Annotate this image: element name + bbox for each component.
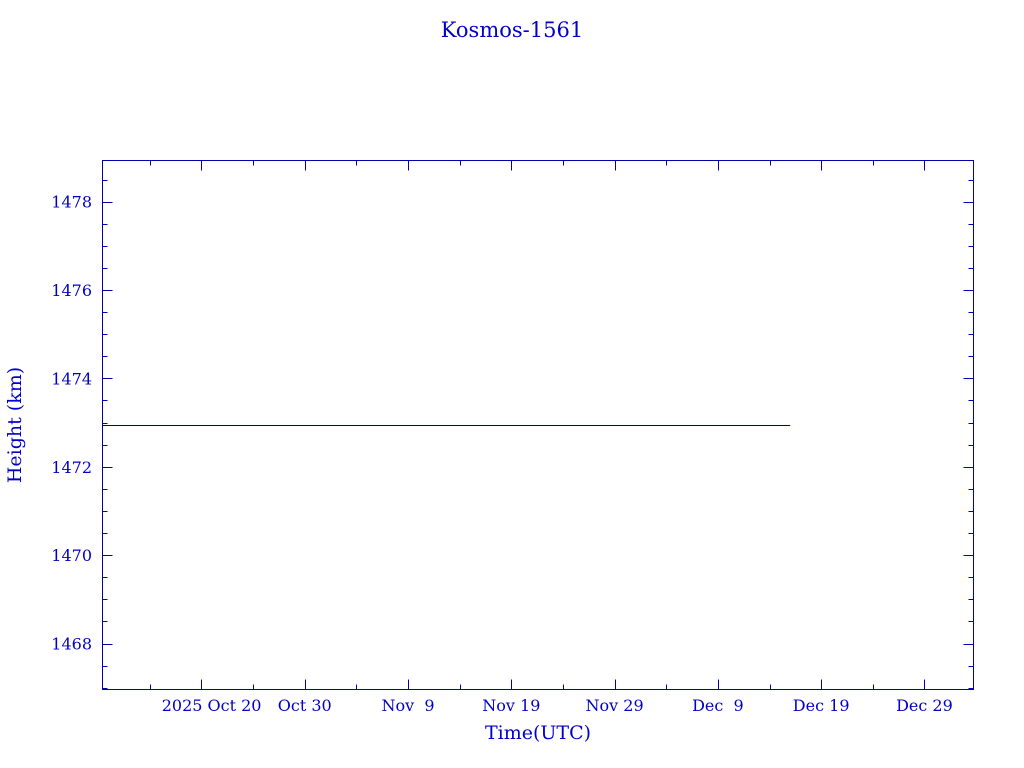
x-tick-label: Nov 19 xyxy=(482,696,540,715)
x-tick-label: Dec 29 xyxy=(896,696,953,715)
x-tick-label: Nov 9 xyxy=(382,696,435,715)
x-tick-label: Oct 30 xyxy=(278,696,332,715)
x-tick-label: Nov 29 xyxy=(586,696,644,715)
x-tick-label: Dec 9 xyxy=(692,696,744,715)
x-tick-label: Dec 19 xyxy=(793,696,850,715)
y-tick-label: 1474 xyxy=(51,369,92,388)
y-tick-label: 1468 xyxy=(51,635,92,654)
x-axis-label: Time(UTC) xyxy=(485,722,591,744)
y-tick-label: 1470 xyxy=(51,546,92,565)
y-tick-label: 1472 xyxy=(51,458,92,477)
y-axis-label: Height (km) xyxy=(4,367,26,483)
chart-title: Kosmos-1561 xyxy=(441,18,583,42)
x-tick-label: 2025 Oct 20 xyxy=(162,696,262,715)
y-tick-label: 1476 xyxy=(51,281,92,300)
y-tick-label: 1478 xyxy=(51,193,92,212)
